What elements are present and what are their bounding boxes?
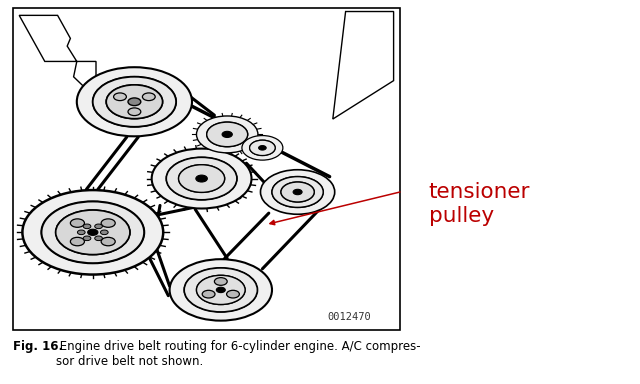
Circle shape (216, 287, 225, 293)
Circle shape (70, 237, 84, 246)
Text: 0012470: 0012470 (327, 312, 371, 322)
Circle shape (100, 230, 108, 235)
Circle shape (207, 122, 248, 147)
Circle shape (214, 278, 227, 285)
Wedge shape (152, 149, 252, 209)
Wedge shape (196, 116, 258, 153)
Circle shape (202, 290, 215, 298)
Wedge shape (166, 157, 237, 200)
Circle shape (128, 98, 141, 106)
Wedge shape (42, 202, 144, 263)
Circle shape (56, 210, 130, 255)
Wedge shape (184, 268, 257, 312)
Circle shape (293, 189, 302, 195)
Wedge shape (77, 67, 192, 136)
Circle shape (179, 165, 225, 192)
Circle shape (259, 146, 266, 150)
Circle shape (113, 93, 126, 101)
Circle shape (196, 175, 207, 182)
Circle shape (83, 236, 91, 241)
Circle shape (143, 93, 156, 101)
Circle shape (196, 275, 245, 305)
Circle shape (281, 182, 314, 202)
Circle shape (95, 224, 102, 228)
Circle shape (101, 237, 115, 246)
Wedge shape (242, 136, 283, 160)
Wedge shape (93, 77, 176, 127)
Wedge shape (272, 177, 323, 207)
Circle shape (250, 140, 275, 156)
Circle shape (88, 229, 98, 235)
Polygon shape (333, 12, 394, 119)
Polygon shape (19, 15, 96, 104)
Circle shape (101, 219, 115, 227)
Text: tensioner
pulley: tensioner pulley (429, 182, 531, 225)
Wedge shape (260, 170, 335, 214)
Wedge shape (170, 259, 272, 321)
Text: Engine drive belt routing for 6-cylinder engine. A/C compres-
sor drive belt not: Engine drive belt routing for 6-cylinder… (56, 340, 421, 368)
Circle shape (222, 131, 232, 137)
Circle shape (70, 219, 84, 227)
Bar (13, 8, 400, 330)
Wedge shape (22, 190, 163, 275)
Circle shape (83, 224, 91, 228)
Circle shape (95, 236, 102, 241)
Text: Fig. 16.: Fig. 16. (13, 340, 63, 353)
Circle shape (227, 290, 239, 298)
Circle shape (128, 108, 141, 116)
Circle shape (106, 85, 163, 119)
Circle shape (77, 230, 85, 235)
